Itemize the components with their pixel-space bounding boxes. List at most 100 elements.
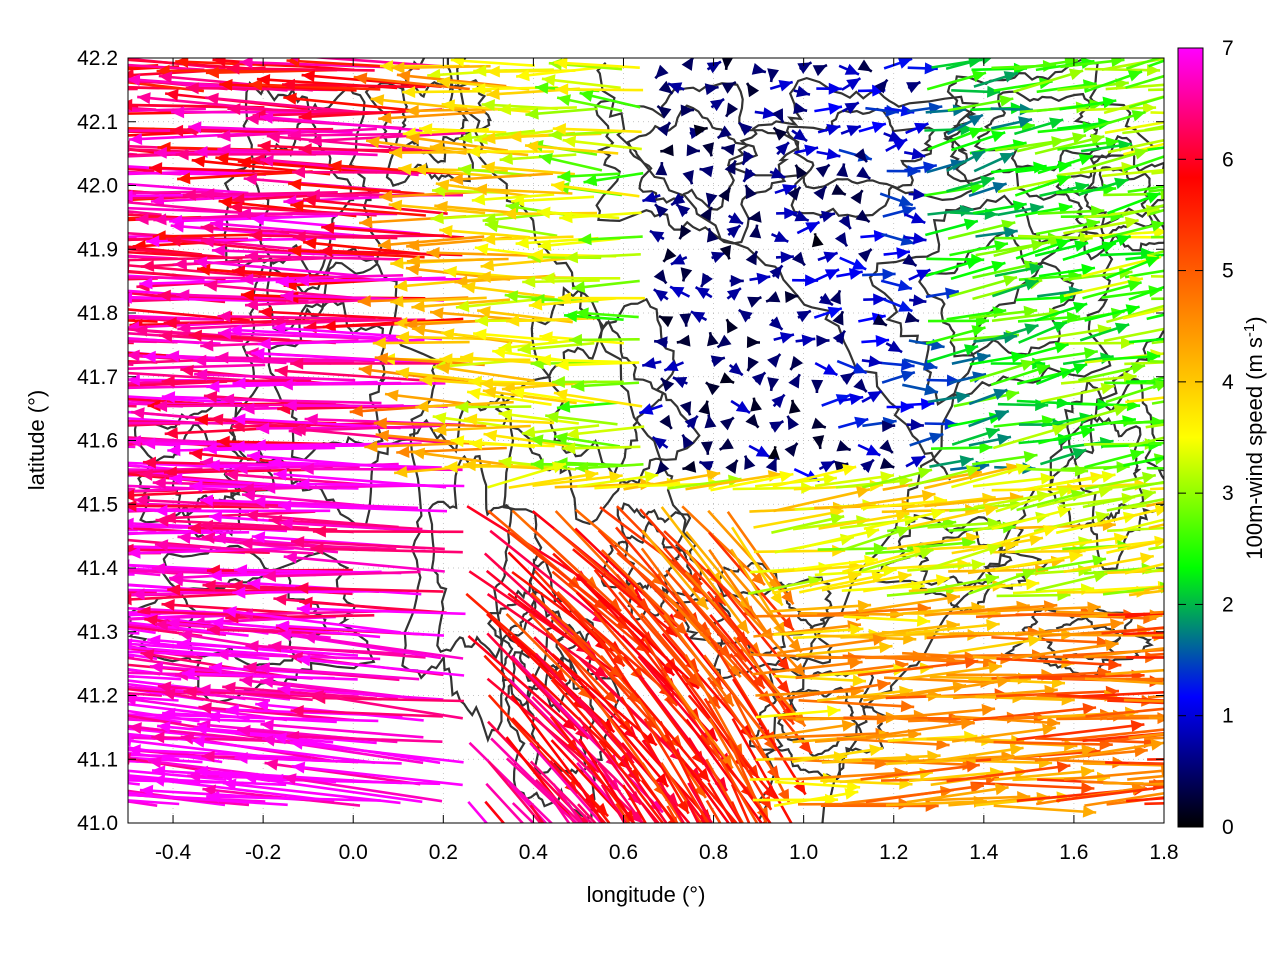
wind-vector-head xyxy=(246,450,261,463)
wind-vector-head xyxy=(852,362,867,374)
wind-vector-shaft xyxy=(541,77,621,90)
wind-vector xyxy=(556,94,623,113)
wind-vector-head xyxy=(473,64,487,77)
wind-vector-shaft xyxy=(411,450,513,467)
wind-vector-head xyxy=(991,260,1006,273)
wind-vector-head xyxy=(161,375,175,388)
wind-vector-shaft xyxy=(177,320,336,331)
wind-vector xyxy=(797,61,813,74)
wind-vector xyxy=(1013,68,1084,94)
wind-vector xyxy=(364,440,470,453)
wind-vector xyxy=(525,107,598,120)
wind-vector xyxy=(571,379,640,392)
wind-vector-head xyxy=(568,333,582,346)
wind-vector-head xyxy=(482,386,497,399)
wind-vector-head xyxy=(396,70,411,83)
wind-vector xyxy=(857,443,881,457)
wind-vector-head xyxy=(756,272,771,285)
wind-vector xyxy=(441,99,531,114)
wind-vector xyxy=(1038,263,1096,278)
wind-vector xyxy=(480,256,575,272)
wind-vector xyxy=(1037,205,1105,218)
wind-vector xyxy=(818,460,836,473)
wind-vector-head xyxy=(1052,424,1067,436)
wind-vector xyxy=(433,423,531,436)
wind-vector-shaft xyxy=(555,88,644,92)
wind-vector-head xyxy=(525,107,539,120)
wind-vector-head xyxy=(149,162,163,175)
wind-vector-head xyxy=(702,142,714,157)
wind-vector-head xyxy=(682,460,697,473)
wind-vector xyxy=(881,358,915,371)
wind-vector-head xyxy=(706,61,721,74)
wind-vector xyxy=(298,143,448,156)
wind-vector xyxy=(742,167,756,183)
wind-vector-head xyxy=(389,146,403,159)
wind-vector-head xyxy=(769,421,784,433)
wind-vector xyxy=(745,250,759,266)
wind-vector xyxy=(968,181,1008,198)
wind-vector-head xyxy=(823,363,838,375)
wind-vector xyxy=(834,232,849,248)
wind-vector-shaft xyxy=(1125,396,1164,404)
wind-vector xyxy=(658,80,674,95)
wind-vector-head xyxy=(211,244,226,257)
wind-vector-head xyxy=(726,288,741,301)
wind-vector xyxy=(858,121,887,134)
wind-vector-head xyxy=(203,390,218,403)
wind-vector xyxy=(217,143,378,157)
wind-vector xyxy=(793,102,808,114)
wind-vector xyxy=(378,110,486,124)
wind-vector-head xyxy=(686,144,700,157)
wind-vector-head xyxy=(238,207,251,220)
wind-vector xyxy=(746,356,759,372)
wind-vector-shaft xyxy=(128,339,178,344)
wind-vector-head xyxy=(971,70,986,83)
wind-vector-head xyxy=(721,58,734,70)
wind-vector xyxy=(815,268,840,282)
wind-vector xyxy=(375,429,485,447)
wind-vector-head xyxy=(153,146,167,159)
wind-vector-shaft xyxy=(257,338,425,346)
wind-vector xyxy=(841,101,860,114)
wind-vector xyxy=(406,255,509,267)
wind-vector xyxy=(1034,240,1089,257)
wind-vector-head xyxy=(200,235,215,248)
wind-vector-head xyxy=(302,194,317,207)
wind-vector-head xyxy=(252,439,266,452)
wind-vector xyxy=(841,77,862,91)
wind-vector-shaft xyxy=(378,110,486,121)
wind-vector-shaft xyxy=(210,221,375,239)
wind-vector-head xyxy=(280,290,294,302)
wind-vector-head xyxy=(912,232,927,245)
wind-vector-head xyxy=(834,460,849,473)
wind-vector-head xyxy=(747,210,762,223)
wind-vector xyxy=(968,305,1038,320)
wind-vector-head xyxy=(705,382,720,396)
wind-vector-head xyxy=(801,334,816,347)
wind-vector-head xyxy=(745,251,757,266)
wind-vector xyxy=(1148,88,1164,92)
wind-vector xyxy=(290,199,427,217)
wind-vector xyxy=(832,310,845,326)
wind-vector xyxy=(1105,83,1164,91)
wind-vector-shaft xyxy=(482,389,577,405)
wind-vector-shaft xyxy=(1122,307,1164,320)
wind-vector xyxy=(886,401,914,413)
wind-vector xyxy=(812,435,825,450)
wind-vector-head xyxy=(724,160,736,175)
wind-vector xyxy=(128,399,159,405)
wind-vector-shaft xyxy=(128,363,266,370)
wind-vector-head xyxy=(461,281,476,294)
wind-vector-shaft xyxy=(128,337,221,345)
wind-vector-head xyxy=(857,59,872,72)
wind-vector-head xyxy=(912,294,927,307)
wind-vector xyxy=(128,339,178,344)
wind-vector-head xyxy=(378,112,392,124)
wind-vector-shaft xyxy=(358,367,469,384)
wind-vector-head xyxy=(359,216,373,229)
wind-vector-head xyxy=(642,191,657,203)
wind-vector-shaft xyxy=(441,102,531,114)
wind-vector xyxy=(993,236,1063,257)
wind-vector-head xyxy=(868,355,883,368)
